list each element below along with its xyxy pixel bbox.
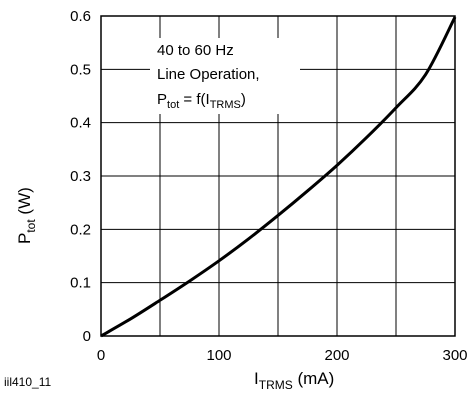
- y-tick-label: 0.5: [70, 61, 91, 78]
- figure-id: iil410_11: [4, 375, 51, 389]
- y-axis-label-sub: tot: [24, 219, 38, 233]
- annotation-i-sub: TRMS: [210, 99, 241, 111]
- annotation-mid: = f(I: [179, 91, 209, 108]
- y-tick-label: 0.3: [70, 168, 91, 185]
- x-axis-label-unit: (mA): [293, 369, 335, 388]
- y-tick-label: 0.6: [70, 8, 91, 25]
- annotation-p-sub: tot: [167, 99, 179, 111]
- x-axis-label-sub: TRMS: [259, 378, 293, 392]
- x-tick-labels: 0 100 200 300: [97, 347, 467, 364]
- series-line: [100, 16, 457, 338]
- plot-frame: [100, 15, 456, 337]
- annotation-end: ): [241, 91, 246, 108]
- annotation-background: [150, 38, 300, 114]
- annotation-line-2: Line Operation,: [157, 66, 260, 83]
- y-tick-labels: 0 0.1 0.2 0.3 0.4 0.5 0.6: [70, 8, 91, 345]
- y-tick-label: 0.1: [70, 275, 91, 292]
- y-tick-label: 0.2: [70, 221, 91, 238]
- y-axis-label-unit: (W): [15, 187, 34, 219]
- y-tick-label: 0: [83, 328, 91, 345]
- y-axis-label: Ptot (W): [15, 187, 38, 244]
- x-tick-label: 200: [324, 347, 349, 364]
- x-axis-label-main: I: [254, 369, 259, 388]
- x-tick-label: 300: [442, 347, 467, 364]
- annotation-line-3: Ptot = f(ITRMS): [157, 91, 246, 111]
- x-tick-label: 0: [97, 347, 105, 364]
- y-tick-label: 0.4: [70, 115, 91, 132]
- x-tick-label: 100: [206, 347, 231, 364]
- annotation-line-1: 40 to 60 Hz: [157, 42, 234, 59]
- x-axis-label: ITRMS (mA): [254, 369, 334, 392]
- annotation-p: P: [157, 91, 167, 108]
- y-axis-label-main: P: [15, 233, 34, 244]
